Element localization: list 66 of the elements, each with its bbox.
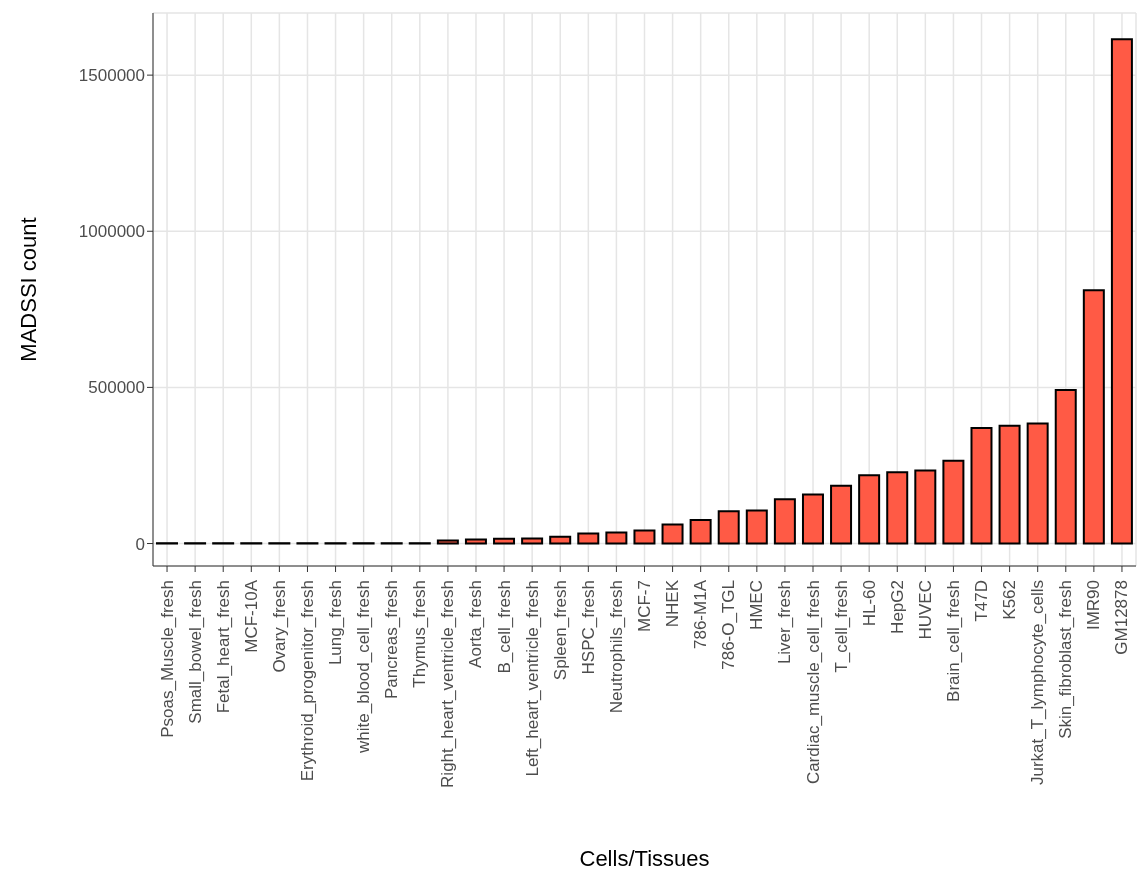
bar bbox=[773, 498, 796, 545]
x-tick-label: Aorta_fresh bbox=[466, 580, 486, 668]
y-tick-label: 1500000 bbox=[78, 66, 145, 86]
x-tick-label: Thymus_fresh bbox=[410, 580, 430, 688]
bar bbox=[1026, 422, 1049, 545]
x-tick-label: Cardiac_muscle_cell_fresh bbox=[803, 580, 823, 785]
bar bbox=[942, 459, 965, 545]
x-tick-label: Fetal_heart_fresh bbox=[213, 580, 233, 714]
x-tick-label: MCF-10A bbox=[241, 579, 261, 653]
x-tick-label: Left_heart_ventricle_fresh bbox=[522, 580, 542, 777]
x-tick-label: HepG2 bbox=[887, 580, 907, 634]
x-tick-label: Erythroid_progenitor_fresh bbox=[297, 580, 317, 782]
y-tick-label: 500000 bbox=[88, 378, 145, 398]
x-tick-label: Skin_fibroblast_fresh bbox=[1056, 580, 1076, 739]
bar bbox=[464, 538, 487, 545]
x-tick-label: MCF-7 bbox=[635, 580, 654, 632]
x-tick-label: T_cell_fresh bbox=[831, 580, 851, 673]
y-tick-label: 0 bbox=[135, 534, 145, 554]
bar bbox=[577, 532, 600, 545]
bar bbox=[886, 471, 909, 545]
bar bbox=[436, 539, 459, 545]
x-tick-label: Brain_cell_fresh bbox=[943, 580, 963, 702]
bar bbox=[830, 484, 853, 545]
x-tick-label: Neutrophils_fresh bbox=[606, 580, 626, 714]
bar bbox=[493, 537, 516, 545]
x-tick-label: Spleen_fresh bbox=[550, 580, 570, 681]
x-tick-label: B_cell_fresh bbox=[494, 580, 514, 674]
bar bbox=[549, 535, 572, 545]
x-tick-label: Right_heart_ventricle_fresh bbox=[438, 580, 458, 788]
bar bbox=[689, 519, 712, 545]
x-tick-label: Ovary_fresh bbox=[269, 580, 289, 673]
x-axis-title: Cells/Tissues bbox=[579, 846, 710, 871]
bar bbox=[1054, 388, 1077, 545]
x-tick-label: white_blood_cell_fresh bbox=[354, 580, 374, 754]
x-tick-label: T47D bbox=[972, 580, 992, 622]
bar bbox=[633, 529, 656, 545]
x-tick-label: NHEK bbox=[663, 579, 683, 628]
bar bbox=[801, 493, 824, 545]
x-tick-label: IMR90 bbox=[1084, 580, 1104, 631]
x-tick-label: Lung_fresh bbox=[326, 580, 346, 666]
x-tick-label: K562 bbox=[1000, 580, 1020, 620]
x-tick-label: HMEC bbox=[747, 580, 767, 631]
bar bbox=[998, 424, 1021, 545]
bar bbox=[858, 474, 881, 545]
bar bbox=[970, 426, 993, 545]
x-tick-label: HSPC_fresh bbox=[578, 580, 598, 675]
x-tick-label: Jurkat_T_lymphocyte_cells bbox=[1028, 580, 1048, 786]
x-tick-label: 786-O_TGL bbox=[719, 580, 739, 670]
x-tick-label: GM12878 bbox=[1112, 580, 1132, 655]
bar bbox=[661, 523, 684, 545]
bar bbox=[521, 537, 544, 545]
bar bbox=[605, 531, 628, 545]
y-tick-label: 1000000 bbox=[78, 222, 145, 242]
bar bbox=[1110, 38, 1133, 545]
bar bbox=[717, 510, 740, 545]
x-tick-label: Pancreas_fresh bbox=[382, 580, 402, 700]
x-tick-label: Small_bowel_fresh bbox=[185, 580, 205, 724]
bar bbox=[1082, 289, 1105, 545]
x-tick-label: HUVEC bbox=[915, 580, 935, 640]
x-tick-label: HL-60 bbox=[859, 580, 879, 627]
bar bbox=[745, 509, 768, 545]
x-tick-label: 786-M1A bbox=[691, 579, 711, 649]
bar bbox=[914, 469, 937, 545]
x-tick-label: Psoas_Muscle_fresh bbox=[157, 580, 177, 738]
y-axis-title: MADSSI count bbox=[15, 217, 41, 362]
x-tick-label: Liver_fresh bbox=[775, 580, 795, 665]
